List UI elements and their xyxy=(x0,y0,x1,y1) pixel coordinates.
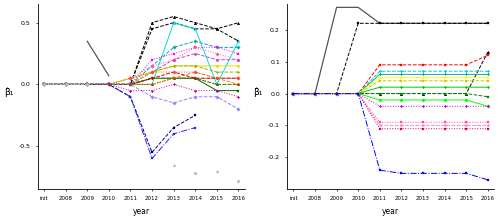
X-axis label: year: year xyxy=(132,207,150,216)
X-axis label: year: year xyxy=(382,207,399,216)
Y-axis label: β̂₁: β̂₁ xyxy=(4,87,14,97)
Y-axis label: β̂₁: β̂₁ xyxy=(254,87,263,97)
